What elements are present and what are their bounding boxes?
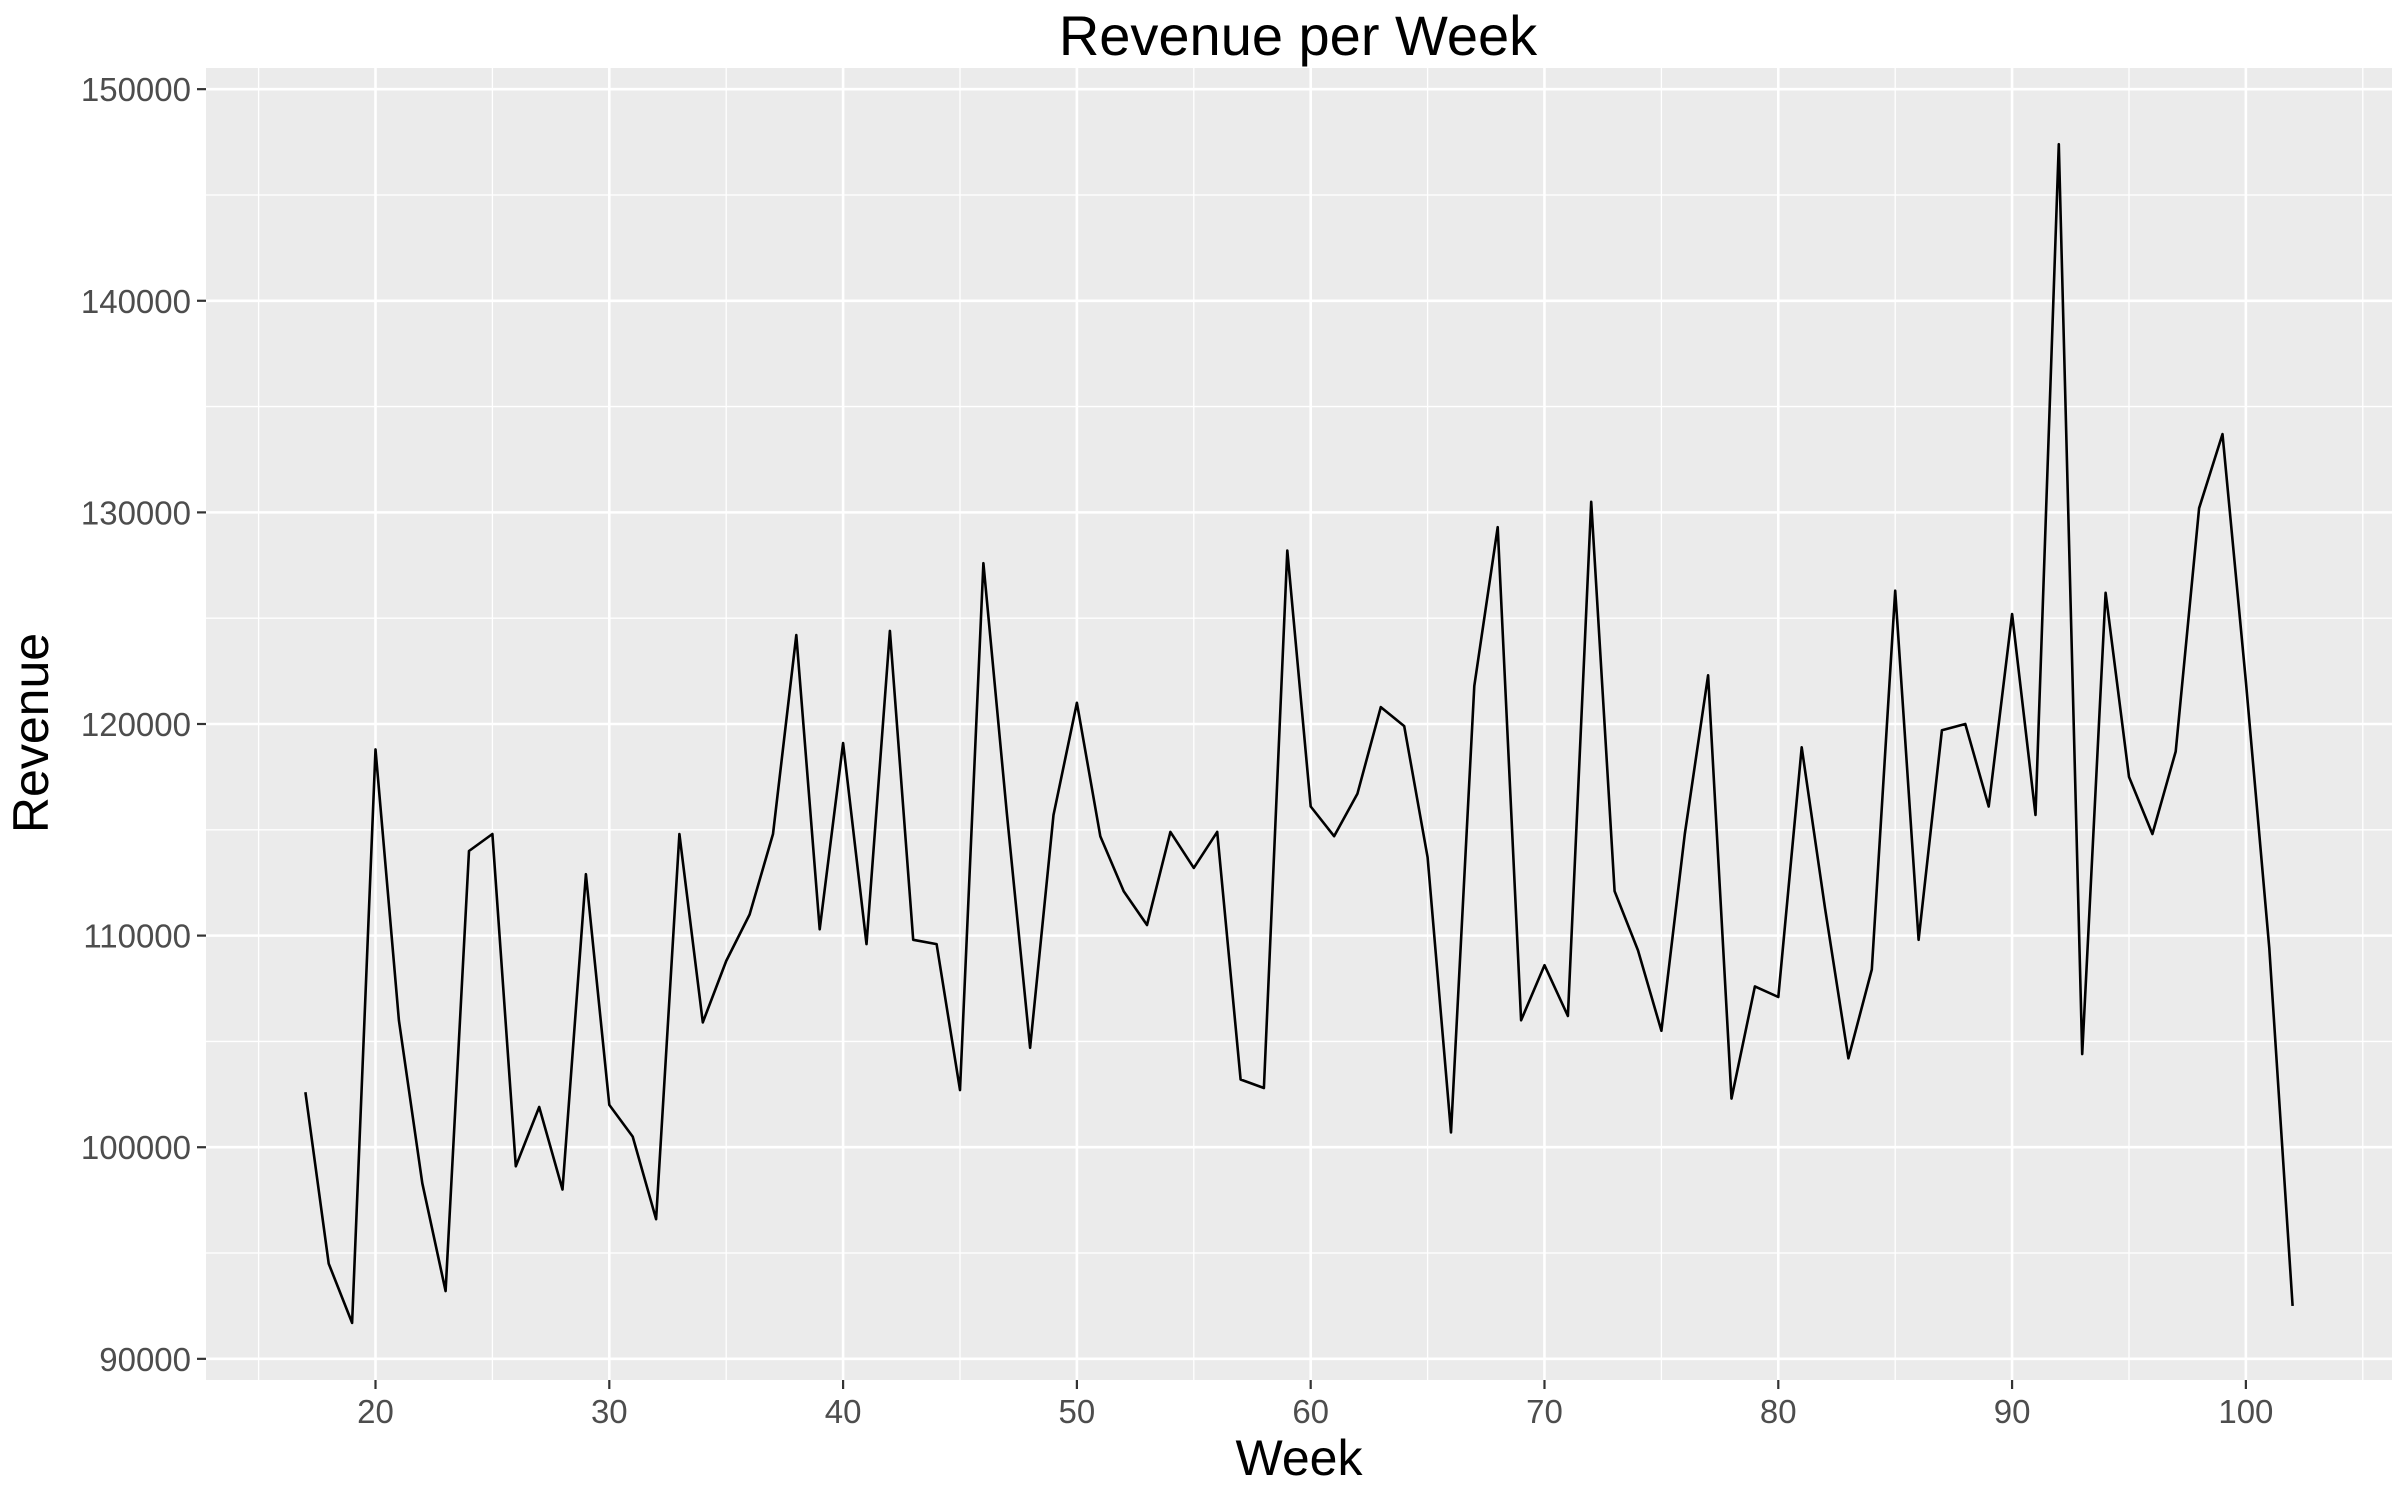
y-axis-title: Revenue bbox=[3, 633, 59, 833]
x-tick-label: 50 bbox=[1059, 1393, 1096, 1430]
y-tick-label: 130000 bbox=[81, 494, 191, 531]
axis-ticks: 20 30 40 50 60 70 80 90 100 90000 100000 110000 1200… bbox=[81, 71, 2274, 1430]
x-tick-label: 30 bbox=[591, 1393, 628, 1430]
x-tick-label: 90 bbox=[1994, 1393, 2031, 1430]
y-tick-label: 110000 bbox=[83, 918, 191, 955]
x-tick-label: 80 bbox=[1760, 1393, 1797, 1430]
y-tick-label: 120000 bbox=[81, 706, 191, 743]
x-axis-title: Week bbox=[1236, 1430, 1364, 1486]
x-tick-label: 60 bbox=[1292, 1393, 1329, 1430]
y-tick-label: 150000 bbox=[81, 71, 191, 108]
x-tick-label: 70 bbox=[1526, 1393, 1563, 1430]
revenue-series-line bbox=[304, 142, 2294, 1325]
y-tick-label: 100000 bbox=[81, 1129, 191, 1166]
x-tick-label: 40 bbox=[825, 1393, 862, 1430]
y-tick-label: 90000 bbox=[99, 1341, 191, 1378]
x-tick-label: 20 bbox=[357, 1393, 394, 1430]
series-layer bbox=[304, 142, 2294, 1325]
y-tick-label: 140000 bbox=[81, 283, 191, 320]
x-tick-label: 100 bbox=[2218, 1393, 2273, 1430]
grid-lines bbox=[206, 68, 2392, 1380]
chart-title: Revenue per Week bbox=[1059, 4, 1538, 67]
